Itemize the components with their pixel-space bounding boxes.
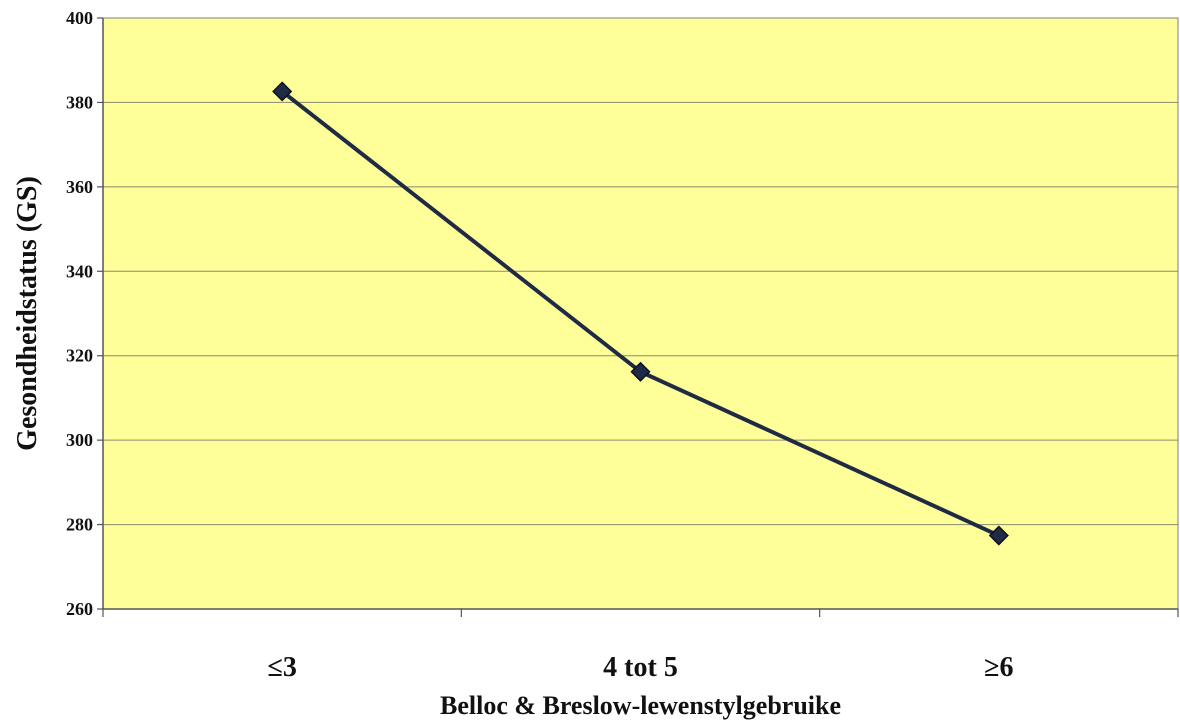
series-group — [272, 81, 1009, 546]
x-tick-label: ≥6 — [984, 652, 1013, 683]
y-tick-label: 400 — [66, 8, 93, 28]
y-axis-title: Gesondheidstatus (GS) — [12, 176, 43, 451]
y-tick-label: 260 — [66, 599, 93, 619]
data-point — [630, 361, 651, 382]
grid-lines — [103, 101, 1178, 526]
y-tick-label: 280 — [66, 515, 93, 535]
y-tick-label: 360 — [66, 177, 93, 197]
y-tick-labels: 260 280 300 320 340 360 380 400 — [66, 8, 93, 619]
data-point — [272, 81, 293, 102]
x-tick-label: ≤3 — [267, 652, 296, 683]
y-tick-label: 300 — [66, 430, 93, 450]
y-tick-label: 320 — [66, 346, 93, 366]
data-point — [988, 525, 1009, 546]
x-tick-label: 4 tot 5 — [603, 652, 678, 683]
y-tick-label: 340 — [66, 261, 93, 281]
x-axis-title: Belloc & Breslow-lewenstylgebruike — [440, 691, 841, 720]
y-axis-ticks — [97, 17, 103, 610]
plot-area — [102, 17, 1179, 610]
x-tick-labels: ≤3 4 tot 5 ≥6 — [267, 652, 1013, 683]
y-tick-label: 380 — [66, 92, 93, 112]
x-axis-ticks — [102, 609, 1179, 617]
